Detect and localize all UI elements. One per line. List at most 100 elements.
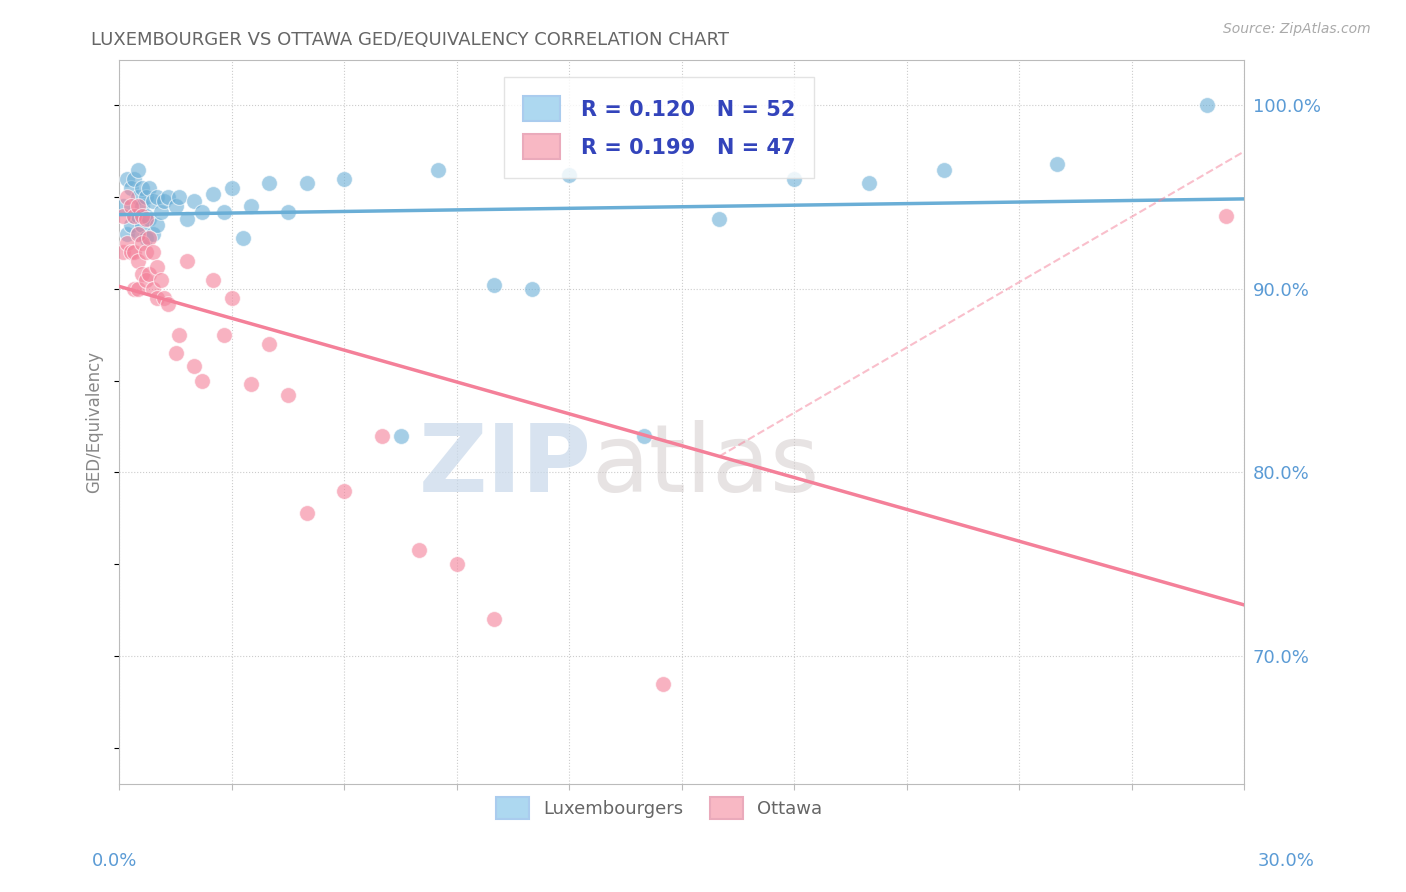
Point [239, 199, 262, 213]
Point [135, 190, 157, 204]
Point [135, 245, 157, 260]
Point [277, 205, 299, 219]
Point [135, 209, 157, 223]
Point [142, 282, 165, 296]
Point [115, 172, 138, 186]
Point [142, 227, 165, 241]
Point [120, 199, 142, 213]
Point [169, 327, 191, 342]
Point [127, 282, 149, 296]
Point [124, 245, 146, 260]
Point [191, 205, 214, 219]
Point [389, 429, 412, 443]
Point [146, 218, 169, 232]
Point [135, 273, 157, 287]
Point [259, 176, 281, 190]
Point [709, 212, 731, 227]
Point [127, 162, 149, 177]
Text: 30.0%: 30.0% [1258, 852, 1315, 870]
Point [135, 230, 157, 244]
Point [138, 268, 160, 282]
Point [652, 676, 675, 690]
Point [165, 346, 187, 360]
Point [858, 176, 880, 190]
Point [295, 506, 318, 520]
Point [157, 190, 180, 204]
Point [1046, 157, 1069, 171]
Point [446, 558, 468, 572]
Point [127, 227, 149, 241]
Point [111, 199, 134, 213]
Point [484, 278, 506, 293]
Point [146, 291, 169, 305]
Point [124, 209, 146, 223]
Point [1195, 98, 1218, 112]
Point [124, 209, 146, 223]
Point [165, 199, 187, 213]
Point [138, 212, 160, 227]
Text: atlas: atlas [592, 419, 820, 511]
Point [558, 168, 581, 182]
Point [202, 186, 225, 201]
Point [232, 230, 254, 244]
Point [131, 199, 153, 213]
Point [277, 388, 299, 402]
Point [146, 190, 169, 204]
Point [146, 260, 169, 274]
Point [239, 377, 262, 392]
Point [131, 218, 153, 232]
Point [131, 236, 153, 251]
Point [633, 429, 655, 443]
Point [142, 245, 165, 260]
Point [333, 483, 356, 498]
Point [157, 296, 180, 310]
Point [138, 181, 160, 195]
Point [183, 194, 205, 208]
Point [127, 199, 149, 213]
Point [371, 429, 394, 443]
Point [783, 172, 806, 186]
Point [115, 236, 138, 251]
Text: ZIP: ZIP [419, 419, 592, 511]
Point [115, 190, 138, 204]
Text: Source: ZipAtlas.com: Source: ZipAtlas.com [1223, 22, 1371, 37]
Point [127, 227, 149, 241]
Point [176, 212, 198, 227]
Point [484, 612, 506, 626]
Point [120, 245, 142, 260]
Point [138, 230, 160, 244]
Point [191, 374, 214, 388]
Y-axis label: GED/Equivalency: GED/Equivalency [86, 351, 103, 493]
Point [120, 181, 142, 195]
Point [135, 212, 157, 227]
Point [202, 273, 225, 287]
Text: LUXEMBOURGER VS OTTAWA GED/EQUIVALENCY CORRELATION CHART: LUXEMBOURGER VS OTTAWA GED/EQUIVALENCY C… [91, 31, 730, 49]
Point [120, 218, 142, 232]
Point [176, 254, 198, 268]
Point [127, 190, 149, 204]
Point [111, 209, 134, 223]
Point [115, 227, 138, 241]
Point [408, 542, 430, 557]
Point [131, 268, 153, 282]
Point [142, 194, 165, 208]
Point [153, 194, 176, 208]
Point [295, 176, 318, 190]
Text: 0.0%: 0.0% [91, 852, 136, 870]
Point [1215, 209, 1237, 223]
Point [259, 337, 281, 351]
Point [127, 254, 149, 268]
Point [169, 190, 191, 204]
Point [131, 181, 153, 195]
Point [183, 359, 205, 373]
Point [221, 291, 243, 305]
Point [427, 162, 450, 177]
Point [153, 291, 176, 305]
Point [124, 282, 146, 296]
Point [520, 282, 543, 296]
Point [214, 205, 236, 219]
Point [149, 205, 172, 219]
Legend: Luxembourgers, Ottawa: Luxembourgers, Ottawa [489, 789, 830, 826]
Point [127, 209, 149, 223]
Point [149, 273, 172, 287]
